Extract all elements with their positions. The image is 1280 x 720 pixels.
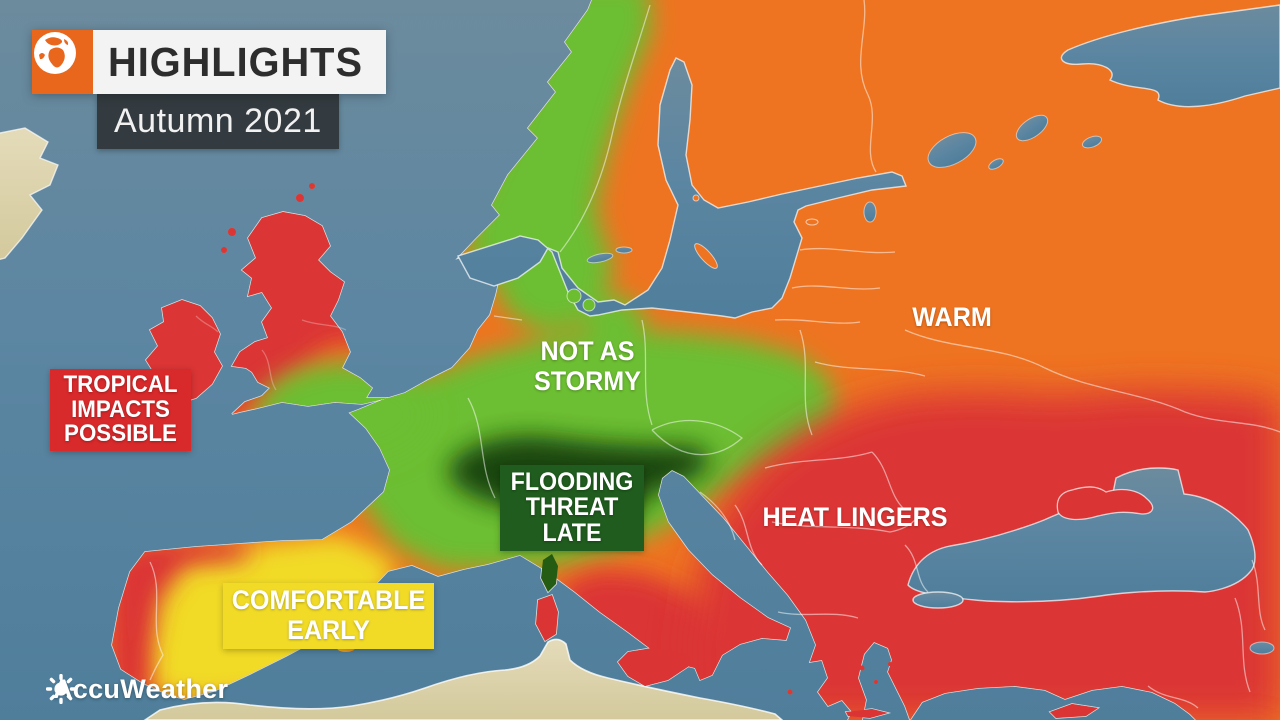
- label-heat-lingers: HEAT LINGERS: [762, 502, 948, 532]
- brand-name: AccuWeather: [53, 674, 229, 704]
- crimea: [1056, 486, 1154, 521]
- baltic-islands: [566, 194, 819, 312]
- baltic-sea: [456, 57, 907, 319]
- north-africa-coast: [143, 638, 784, 720]
- black-sea: [907, 467, 1256, 603]
- iceland-fragment: [0, 127, 59, 261]
- globe-icon: [32, 30, 93, 94]
- label-flooding-threat-late: FLOODING THREAT LATE: [500, 465, 644, 551]
- lakes: [586, 114, 1275, 655]
- accuweather-branding: AccuWeather: [46, 674, 228, 705]
- season-subtitle: Autumn 2021: [114, 102, 322, 140]
- zone-red-iberia-west: [112, 540, 250, 700]
- subtitle-box: Autumn 2021: [97, 94, 339, 149]
- label-comfortable-early: COMFORTABLE EARLY: [223, 583, 434, 649]
- white-sea: [1060, 4, 1280, 108]
- label-warm: WARM: [912, 302, 992, 332]
- page-title: HIGHLIGHTS: [108, 38, 363, 85]
- country-borders: [149, 0, 1280, 709]
- header: HIGHLIGHTS Autumn 2021: [32, 30, 386, 149]
- sea-of-marmara: [912, 591, 964, 609]
- label-tropical-impacts-possible: TROPICAL IMPACTS POSSIBLE: [50, 369, 191, 451]
- inland-seas: [456, 4, 1280, 655]
- label-not-as-stormy: NOT AS STORMY: [534, 336, 641, 397]
- zone-green-norway: [468, 0, 652, 300]
- page-title-box: HIGHLIGHTS: [93, 30, 386, 94]
